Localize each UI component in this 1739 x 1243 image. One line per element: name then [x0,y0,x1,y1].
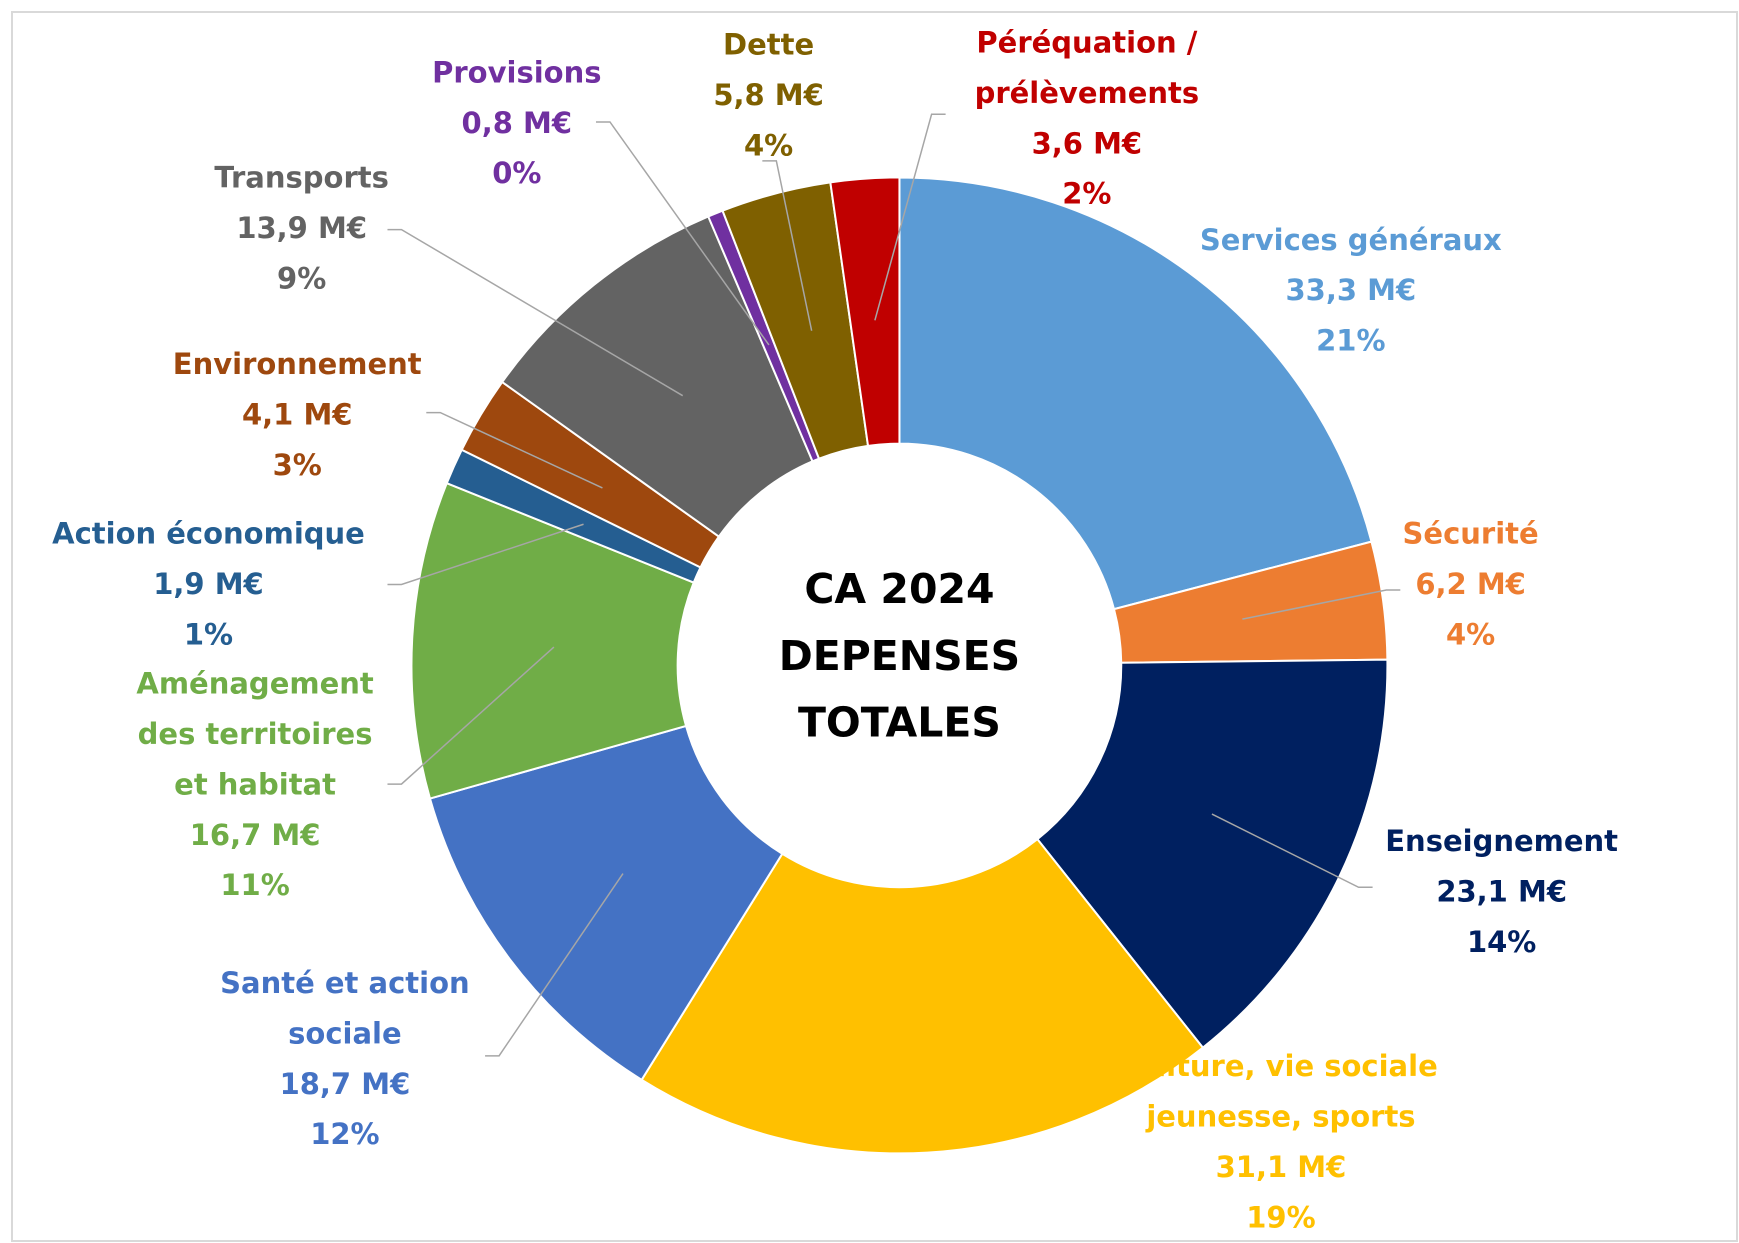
donut-slice [410,481,695,800]
leader-line [595,121,770,346]
value-label: 16,7 M€ [190,818,321,852]
value-label: 31,1 M€ [1216,1150,1347,1184]
category-label: Dette [723,28,814,62]
category-label: Péréquation / prélèvements [975,25,1200,109]
category-label: Culture, vie sociale jeunesse, sports [1124,1049,1438,1133]
percent-label: 9% [277,262,326,296]
category-label: Action économique [52,517,365,551]
chart-title: CA 2024 DEPENSES TOTALES [779,565,1020,746]
percent-label: 3% [273,448,322,482]
donut-slice [428,724,784,1082]
donut-slice [829,176,901,447]
leader-line [1242,589,1401,620]
category-label: Aménagement des territoires et habitat [136,666,374,801]
leader-line [874,113,946,321]
percent-label: 0% [492,156,541,190]
category-label: Provisions [432,55,601,89]
donut-slice [640,837,1205,1155]
category-label: Transports [214,161,388,195]
category-label: Santé et action sociale [220,966,470,1050]
donut-slice [1035,658,1389,1050]
value-label: 4,1 M€ [242,397,353,431]
category-label: Sécurité [1403,517,1539,551]
leader-line [387,228,684,397]
donut-slice [898,176,1373,611]
category-label: Enseignement [1385,824,1618,858]
leader-line [426,411,603,489]
category-label: Services généraux [1200,223,1502,257]
leader-line [485,873,624,1057]
value-label: 0,8 M€ [462,106,573,140]
percent-label: 21% [1316,324,1385,358]
percent-label: 19% [1246,1200,1315,1234]
value-label: 1,9 M€ [153,567,264,601]
leader-line [387,523,584,586]
percent-label: 11% [220,868,289,902]
value-label: 5,8 M€ [713,78,824,112]
leader-line [762,160,813,331]
value-label: 13,9 M€ [236,211,367,245]
category-label: Environnement [173,347,422,381]
value-label: 18,7 M€ [280,1067,411,1101]
percent-label: 1% [184,618,233,652]
percent-label: 4% [1446,618,1495,652]
percent-label: 4% [744,129,793,163]
percent-label: 14% [1467,925,1536,959]
percent-label: 12% [310,1117,379,1151]
value-label: 33,3 M€ [1285,273,1416,307]
percent-label: 2% [1062,177,1111,211]
leader-line [387,646,555,785]
value-label: 3,6 M€ [1032,126,1143,160]
value-label: 6,2 M€ [1415,567,1526,601]
value-label: 23,1 M€ [1436,874,1567,908]
leader-line [1211,813,1373,888]
